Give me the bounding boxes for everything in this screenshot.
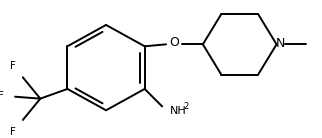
Text: NH: NH: [170, 106, 187, 116]
Text: F: F: [0, 91, 4, 101]
Text: F: F: [10, 127, 16, 137]
Text: F: F: [10, 61, 16, 71]
Text: N: N: [276, 37, 285, 50]
Text: O: O: [169, 36, 179, 49]
Text: 2: 2: [184, 102, 189, 111]
